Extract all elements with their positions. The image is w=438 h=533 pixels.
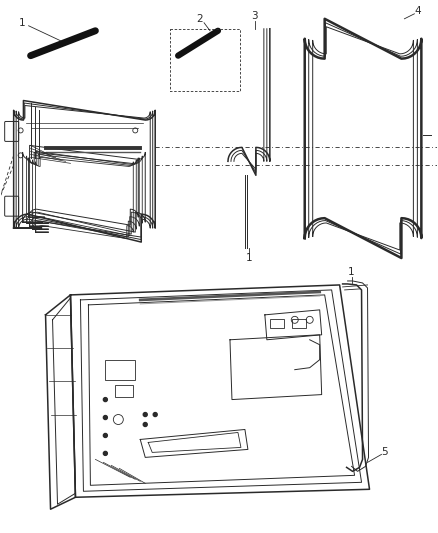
Bar	[292, 319, 306, 328]
Text: 2: 2	[197, 14, 203, 24]
Text: 5: 5	[381, 447, 388, 457]
Text: 4: 4	[414, 6, 420, 16]
Circle shape	[103, 451, 107, 455]
Circle shape	[103, 398, 107, 401]
Text: 3: 3	[251, 11, 258, 21]
Text: 1: 1	[348, 267, 355, 277]
Circle shape	[103, 416, 107, 419]
Bar	[270, 319, 284, 328]
Circle shape	[143, 423, 147, 426]
Circle shape	[153, 413, 157, 416]
Text: 1: 1	[19, 18, 25, 28]
Circle shape	[143, 413, 147, 416]
Bar	[106, 360, 135, 379]
Text: 1: 1	[246, 253, 252, 263]
Circle shape	[103, 433, 107, 438]
Bar	[115, 385, 133, 397]
